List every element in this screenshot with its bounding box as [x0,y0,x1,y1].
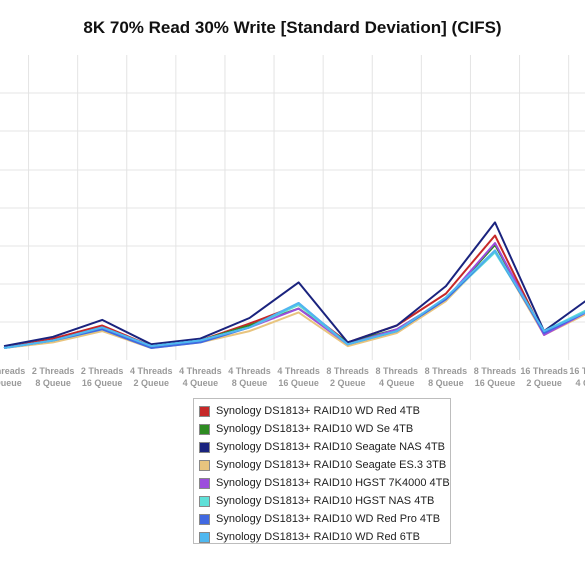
x-tick-label: 1 Threads 4 Queue [0,366,25,388]
x-tick-label: 4 Threads 8 Queue [228,366,271,388]
legend-swatch [199,405,210,417]
legend-item: Synology DS1813+ RAID10 Seagate ES.3 3TB [199,456,450,474]
x-tick-label-threads: 2 Threads [81,366,124,376]
x-tick-label: 8 Threads 8 Queue [425,366,468,388]
legend-label: Synology DS1813+ RAID10 Seagate ES.3 3TB [216,459,447,471]
legend-item: Synology DS1813+ RAID10 HGST 7K4000 4TB [199,474,450,492]
legend-label: Synology DS1813+ RAID10 HGST 7K4000 4TB [216,477,450,489]
x-tick-label-queue: 4 Queue [575,378,585,388]
x-tick-label-threads: 8 Threads [425,366,468,376]
x-tick-label-threads: 8 Threads [474,366,517,376]
legend-item: Synology DS1813+ RAID10 WD Red 4TB [199,402,450,420]
legend-swatch [199,513,210,525]
x-tick-label-queue: 4 Queue [0,378,22,388]
x-tick-label-threads: 4 Threads [179,366,222,376]
x-tick-label-queue: 8 Queue [35,378,71,388]
x-tick-label: 4 Threads 4 Queue [179,366,222,388]
grid-layer [0,55,585,360]
legend-item: Synology DS1813+ RAID10 Seagate NAS 4TB [199,438,450,456]
legend-label: Synology DS1813+ RAID10 WD Red 6TB [216,531,420,543]
x-tick-label-threads: 2 Threads [32,366,75,376]
legend-swatch [199,495,210,507]
x-tick-label-queue: 16 Queue [278,378,319,388]
x-tick-label-threads: 4 Threads [228,366,271,376]
x-tick-label-threads: 8 Threads [326,366,369,376]
x-tick-label: 2 Threads 8 Queue [32,366,75,388]
legend-item: Synology DS1813+ RAID10 HGST NAS 4TB [199,492,450,510]
x-tick-label-queue: 2 Queue [330,378,366,388]
x-tick-label-threads: 16 Threads [520,366,568,376]
x-tick-label-threads: 4 Threads [130,366,173,376]
x-tick-label: 8 Threads 2 Queue [326,366,369,388]
legend-swatch [199,441,210,453]
series-line [3,249,585,349]
x-tick-label-queue: 16 Queue [475,378,516,388]
x-tick-label-threads: 8 Threads [376,366,419,376]
legend-swatch [199,423,210,435]
x-tick-label: 8 Threads 4 Queue [376,366,419,388]
x-tick-label: 8 Threads 16 Queue [474,366,517,388]
x-tick-label: 16 Threads 2 Queue [520,366,568,388]
x-tick-label-threads: 4 Threads [277,366,320,376]
series-layer [3,221,585,349]
x-tick-label: 16 Threads 4 Queue [569,366,585,388]
x-tick-label-queue: 8 Queue [428,378,464,388]
legend: Synology DS1813+ RAID10 WD Red 4TB Synolo… [193,398,451,544]
legend-label: Synology DS1813+ RAID10 HGST NAS 4TB [216,495,435,507]
x-tick-label-queue: 2 Queue [526,378,562,388]
legend-swatch [199,531,210,543]
series-line [3,249,585,349]
x-tick-label: 4 Threads 2 Queue [130,366,173,388]
x-tick-label-queue: 16 Queue [82,378,123,388]
x-tick-label-queue: 2 Queue [134,378,170,388]
x-tick-label: 4 Threads 16 Queue [277,366,320,388]
x-tick-label-threads: 1 Threads [0,366,25,376]
legend-item: Synology DS1813+ RAID10 WD Se 4TB [199,420,450,438]
legend-label: Synology DS1813+ RAID10 Seagate NAS 4TB [216,441,445,453]
legend-label: Synology DS1813+ RAID10 WD Se 4TB [216,423,414,435]
legend-item: Synology DS1813+ RAID10 WD Red Pro 4TB [199,510,450,528]
legend-label: Synology DS1813+ RAID10 WD Red 4TB [216,405,420,417]
x-tick-label-queue: 4 Queue [379,378,415,388]
series-line [3,221,585,348]
legend-swatch [199,459,210,471]
x-tick-label-queue: 8 Queue [232,378,268,388]
x-tick-label-queue: 4 Queue [183,378,219,388]
legend-label: Synology DS1813+ RAID10 WD Red Pro 4TB [216,513,441,525]
x-tick-label-threads: 16 Threads [569,366,585,376]
chart-title: 8K 70% Read 30% Write [Standard Deviatio… [83,18,502,37]
legend-item: Synology DS1813+ RAID10 WD Red 6TB [199,528,450,546]
x-tick-label: 2 Threads 16 Queue [81,366,124,388]
legend-swatch [199,477,210,489]
